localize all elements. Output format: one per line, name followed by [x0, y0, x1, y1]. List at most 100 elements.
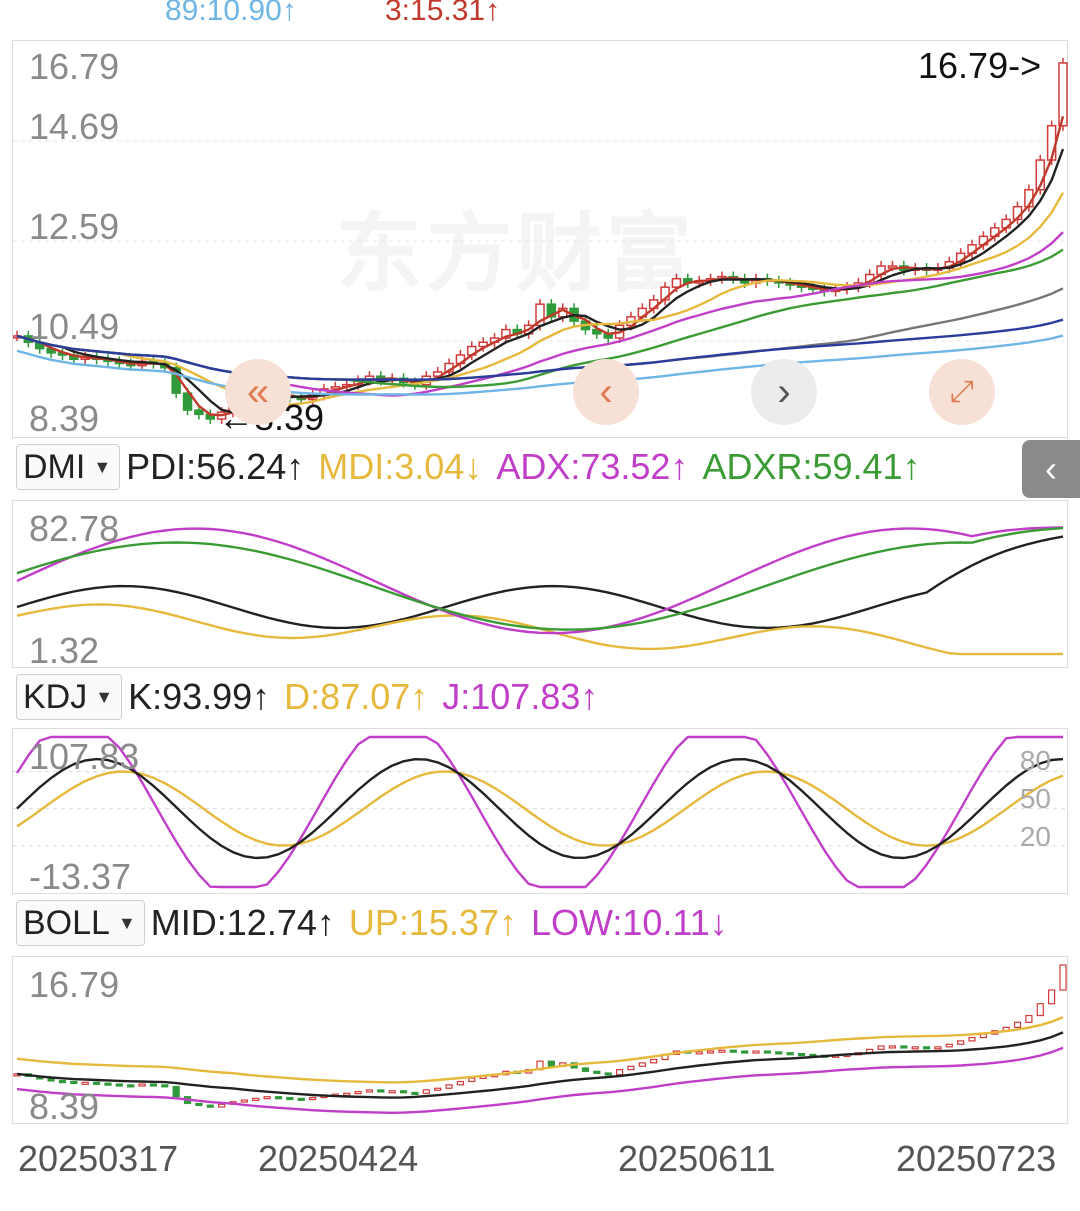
dmi-chart [16, 526, 1064, 656]
kdj-panel[interactable]: 107.83 -13.37 80 50 20 [12, 728, 1069, 897]
adx-line [16, 526, 1064, 635]
boll-candle [718, 1049, 726, 1053]
boll-candle [149, 1083, 158, 1087]
boll-candle [195, 1102, 203, 1107]
boll-candle [1036, 1003, 1044, 1017]
dmi-header: DMI ▼ PDI:56.24↑ MDI:3.04↓ ADX:73.52↑ ADX… [16, 444, 935, 490]
kdj-y-label-max: 107.83 [29, 736, 140, 777]
dmi-selector[interactable]: DMI ▼ [16, 444, 121, 490]
boll-candle [445, 1084, 453, 1089]
boll-candle [763, 1050, 771, 1054]
boll-mid: MID:12.74↑ [150, 902, 335, 943]
boll-candle [161, 1084, 169, 1088]
kdj-k-line [16, 757, 1064, 860]
double-left-icon[interactable]: « [225, 359, 291, 425]
boll-mid-line [16, 1031, 1064, 1099]
boll-candle [797, 1052, 806, 1057]
boll-candle [1059, 964, 1067, 991]
watermark: 东方财富 [336, 206, 696, 302]
right-arrow-icon[interactable]: › [751, 359, 817, 425]
candle-body [478, 341, 488, 348]
boll-y-label-max: 16.79 [29, 964, 120, 1005]
candle-body [501, 328, 511, 339]
expand-icon[interactable]: ⤢ [929, 359, 995, 425]
dmi-pdi: PDI:56.24↑ [126, 446, 305, 487]
boll-low-line [16, 1046, 1064, 1115]
boll-candle [286, 1096, 294, 1101]
boll-candle [399, 1090, 408, 1094]
boll-candle [695, 1051, 703, 1055]
boll-candle [604, 1072, 612, 1076]
boll-candle [741, 1050, 749, 1054]
boll-candle [58, 1080, 67, 1084]
pdi-line [16, 535, 1064, 630]
kdj-y-label-min: -13.37 [29, 856, 132, 897]
candle-body [194, 409, 204, 416]
kdj-ref-80: 80 [1019, 745, 1051, 776]
kdj-j-line [15, 735, 1063, 889]
boll-candle [1025, 1014, 1033, 1023]
boll-candle [615, 1069, 624, 1076]
candle-body [592, 328, 602, 335]
ma3-line [16, 115, 1065, 417]
boll-candle [945, 1043, 953, 1048]
price-y-label-2: 14.69 [29, 106, 120, 147]
price-panel[interactable]: 东方财富 16.79 14.69 12.59 10.49 8.39 16.79-… [12, 40, 1069, 438]
boll-candle [218, 1103, 226, 1108]
kdj-d: D:87.07↑ [284, 676, 429, 717]
boll-candle [81, 1081, 89, 1085]
ma3-label: 3:15.31↑ [385, 0, 501, 27]
price-y-label-3: 12.59 [29, 206, 120, 247]
ma5-line [16, 148, 1065, 414]
boll-candle [468, 1077, 476, 1083]
boll-candle [900, 1045, 908, 1049]
max-price-marker: 16.79-> [918, 45, 1042, 86]
boll-candle [434, 1087, 442, 1091]
chevron-down-icon: ▼ [93, 456, 112, 477]
boll-chart [13, 964, 1067, 1115]
kdj-header: KDJ ▼ K:93.99↑ D:87.07↑ J:107.83↑ [16, 674, 612, 720]
boll-candle [547, 1060, 555, 1067]
boll-candle [706, 1050, 715, 1054]
dmi-panel[interactable]: 82.78 1.32 [12, 500, 1068, 669]
boll-candle [240, 1099, 248, 1103]
boll-candle [138, 1083, 146, 1087]
boll-candle [343, 1092, 351, 1096]
collapse-panel-button[interactable]: ‹ [1022, 440, 1080, 498]
x-date-4: 20250723 [896, 1138, 1057, 1179]
boll-header: BOLL ▼ MID:12.74↑ UP:15.37↑ LOW:10.11↓ [16, 900, 742, 946]
boll-candle [127, 1084, 135, 1088]
boll-candle [422, 1089, 430, 1094]
x-date-3: 20250611 [618, 1138, 776, 1179]
boll-candle [922, 1046, 931, 1050]
boll-candle [888, 1045, 897, 1049]
boll-candle [388, 1090, 396, 1094]
candle-body [546, 303, 557, 318]
kdj-chart [13, 735, 1069, 889]
boll-panel[interactable]: 16.79 8.39 [12, 956, 1068, 1125]
left-arrow-icon[interactable]: ‹ [573, 359, 639, 425]
boll-candle [263, 1096, 271, 1100]
boll-candle [172, 1085, 180, 1098]
boll-candle [775, 1051, 783, 1055]
candle-body [1058, 62, 1068, 127]
boll-candle [115, 1083, 123, 1087]
boll-candle [957, 1040, 965, 1045]
boll-selector[interactable]: BOLL ▼ [16, 900, 145, 946]
boll-candle [274, 1096, 283, 1100]
boll-candle [752, 1050, 760, 1054]
boll-candle [104, 1082, 112, 1086]
kdj-selector[interactable]: KDJ ▼ [16, 674, 123, 720]
boll-candle [92, 1081, 101, 1085]
kdj-ref-50: 50 [1019, 783, 1051, 814]
kdj-d-line [16, 770, 1064, 847]
boll-candle [786, 1052, 794, 1056]
kdj-k: K:93.99↑ [128, 676, 271, 717]
price-y-label-max: 16.79 [29, 46, 120, 87]
boll-candle [354, 1091, 362, 1095]
boll-candle [456, 1080, 465, 1086]
boll-candle [1048, 989, 1056, 1005]
ma89-line [16, 318, 1064, 381]
boll-candle [968, 1036, 976, 1042]
boll-candle [650, 1058, 658, 1064]
